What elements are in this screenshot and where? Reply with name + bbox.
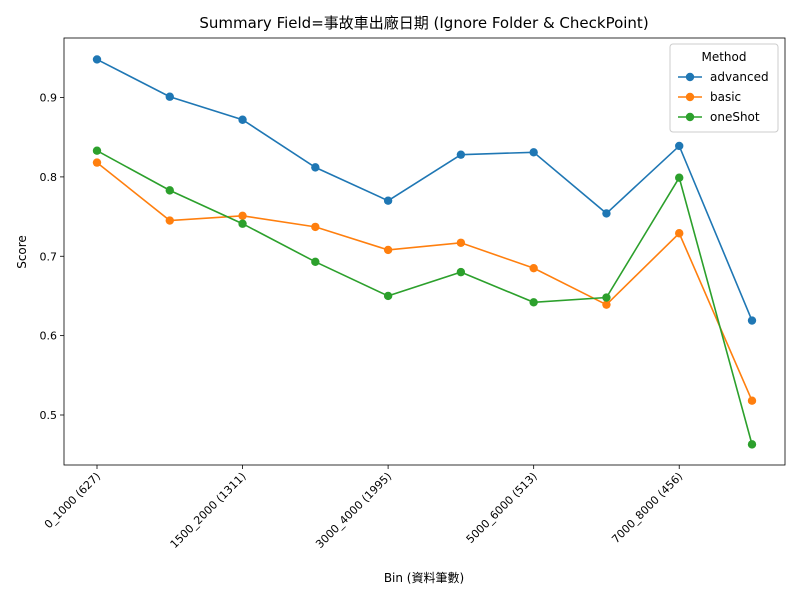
series-line-oneShot <box>96 150 753 445</box>
series-advanced <box>92 55 757 325</box>
legend-box <box>669 43 779 133</box>
data-point-oneShot <box>238 219 247 228</box>
data-point-basic <box>165 216 174 225</box>
data-point-basic <box>675 229 684 238</box>
x-tick-label: 5000_6000 (513) <box>464 470 540 546</box>
data-point-advanced <box>383 196 393 205</box>
y-tick-label: 0.7 <box>40 250 58 263</box>
data-point-basic <box>529 263 538 273</box>
series-line-basic <box>96 161 753 402</box>
legend-label-advanced: advanced <box>710 70 769 84</box>
legend-marker-advanced <box>685 72 695 82</box>
legend-marker-basic <box>685 92 695 102</box>
x-tick-label: 0_1000 (627) <box>42 470 103 531</box>
legend-title: Method <box>701 50 746 64</box>
x-axis-label: Bin (資料筆數) <box>384 571 464 585</box>
chart-title: Summary Field=事故車出廠日期 (Ignore Folder & C… <box>199 14 648 32</box>
data-point-advanced <box>747 316 757 325</box>
legend-marker-oneShot <box>685 112 695 122</box>
data-point-oneShot <box>456 267 466 277</box>
y-tick-label: 0.6 <box>40 330 58 343</box>
legend-label-basic: basic <box>710 90 741 104</box>
legend-label-oneShot: oneShot <box>710 110 760 124</box>
x-tick-label: 3000_4000 (1995) <box>313 470 394 551</box>
data-point-basic <box>311 222 320 232</box>
data-point-advanced <box>311 163 320 172</box>
data-point-oneShot <box>675 173 684 182</box>
data-point-oneShot <box>529 298 538 307</box>
plot-area <box>63 37 786 466</box>
data-point-advanced <box>238 115 247 124</box>
x-tick-label: 7000_8000 (456) <box>609 470 685 546</box>
data-point-oneShot <box>602 293 611 302</box>
series-line-advanced <box>96 58 753 321</box>
data-point-basic <box>602 300 611 309</box>
data-point-advanced <box>602 209 611 218</box>
y-tick-label: 0.8 <box>40 171 58 184</box>
data-point-oneShot <box>747 440 757 449</box>
data-point-basic <box>456 238 466 247</box>
data-point-advanced <box>675 141 684 151</box>
x-axis: 0_1000 (627) 1500_2000 (1311) 3000_4000 (1… <box>42 465 685 551</box>
data-point-oneShot <box>311 257 320 267</box>
series-basic <box>92 158 757 405</box>
series-oneShot <box>92 146 757 449</box>
x-tick-label: 1500_2000 (1311) <box>168 470 249 551</box>
data-point-advanced <box>165 92 174 101</box>
y-axis: 0.5 0.6 0.7 0.8 0.9 <box>40 92 64 422</box>
data-point-basic <box>92 158 102 167</box>
data-point-basic <box>383 245 393 255</box>
data-point-advanced <box>456 150 466 159</box>
data-point-basic <box>747 396 757 405</box>
data-point-oneShot <box>92 146 102 155</box>
y-tick-label: 0.9 <box>40 92 58 105</box>
series-layer <box>92 55 757 449</box>
data-point-oneShot <box>383 291 393 301</box>
y-tick-label: 0.5 <box>40 409 58 422</box>
data-point-advanced <box>92 55 102 64</box>
data-point-basic <box>238 211 247 220</box>
y-axis-label: Score <box>15 235 29 269</box>
legend: Method advanced basic oneShot <box>669 43 779 133</box>
data-point-oneShot <box>165 186 174 195</box>
data-point-advanced <box>529 148 538 157</box>
